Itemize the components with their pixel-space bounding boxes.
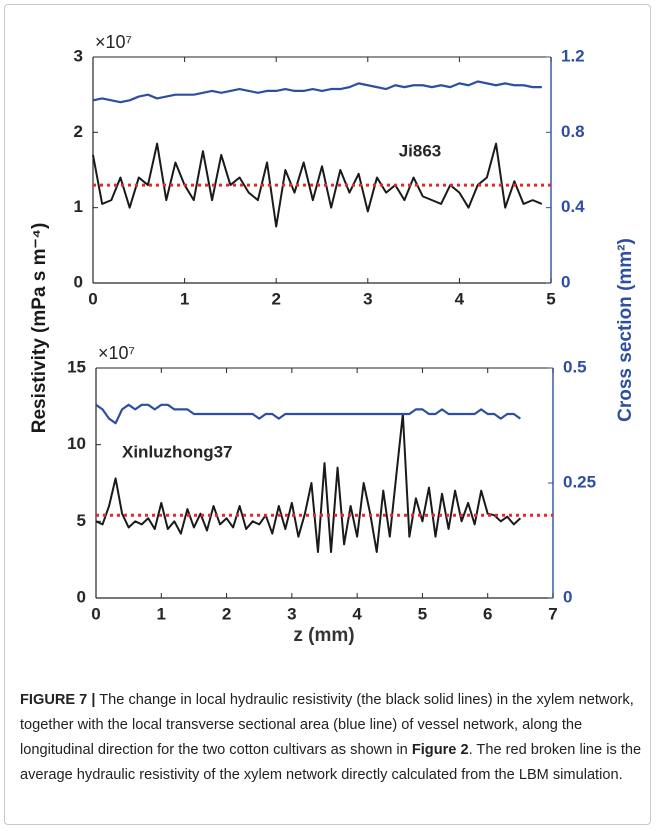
exponent-label: ×10⁷: [95, 32, 132, 52]
y-tick-label: 0: [74, 272, 83, 291]
series-line: [92, 80, 542, 104]
y2-tick-label: 0: [563, 587, 572, 606]
caption-text: The change in local hydraulic resistivit…: [20, 692, 634, 758]
y-axis-label: Resistivity (mPa s m⁻⁴): [29, 223, 50, 434]
y2-tick-label: 0.25: [563, 472, 596, 491]
x-tick-label: 3: [363, 289, 372, 308]
y2-axis-label: Cross section (mm²): [615, 238, 636, 422]
figure-frame: [4, 4, 651, 825]
y2-tick-label: 0.5: [563, 357, 587, 376]
y2-tick-label: 0.4: [561, 197, 585, 216]
y-tick-label: 1: [74, 197, 83, 216]
y2-tick-label: 1.2: [561, 46, 585, 65]
caption: FIGURE 7 | The change in local hydraulic…: [20, 688, 642, 788]
x-tick-label: 4: [455, 289, 465, 308]
x-tick-label: 2: [222, 604, 231, 623]
x-tick-label: 4: [352, 604, 362, 623]
y-tick-label: 15: [67, 357, 86, 376]
x-tick-label: 0: [88, 289, 97, 308]
annotation: Ji863: [399, 141, 442, 160]
y-tick-label: 3: [74, 46, 83, 65]
y-tick-label: 2: [74, 122, 83, 141]
y-tick-label: 5: [77, 511, 86, 530]
x-axis-label: z (mm): [293, 625, 354, 646]
caption-label: FIGURE 7 |: [20, 692, 96, 708]
y2-tick-label: 0: [561, 272, 570, 291]
x-tick-label: 5: [546, 289, 555, 308]
x-tick-label: 6: [483, 604, 492, 623]
figure: Resistivity (mPa s m⁻⁴) Cross section (m…: [29, 32, 636, 646]
x-tick-label: 1: [157, 604, 166, 623]
x-tick-label: 7: [548, 604, 557, 623]
y-tick-label: 0: [77, 587, 86, 606]
x-tick-label: 5: [418, 604, 427, 623]
series-line: [95, 403, 521, 425]
caption-ref: Figure 2: [411, 742, 469, 758]
x-tick-label: 2: [271, 289, 280, 308]
x-tick-label: 0: [91, 604, 100, 623]
exponent-label: ×10⁷: [98, 343, 135, 363]
y-tick-label: 10: [67, 434, 86, 453]
annotation: Xinluzhong37: [122, 442, 233, 461]
x-tick-label: 3: [287, 604, 296, 623]
series-line: [95, 413, 522, 553]
series-line: [92, 142, 543, 228]
y2-tick-label: 0.8: [561, 122, 585, 141]
x-tick-label: 1: [180, 289, 189, 308]
caption-text: . The red broken line is the average hyd…: [20, 742, 642, 783]
